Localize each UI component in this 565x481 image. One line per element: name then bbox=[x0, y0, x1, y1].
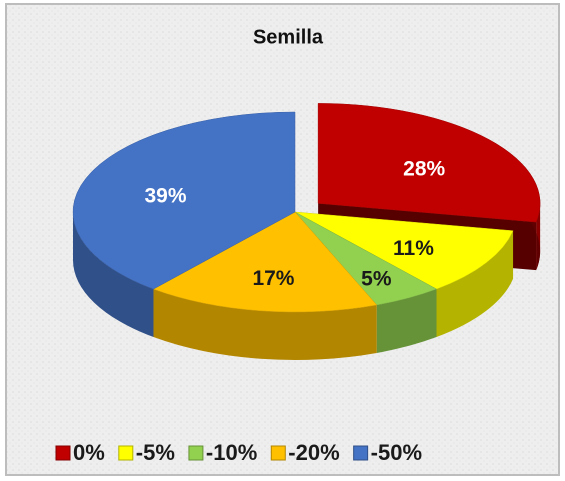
legend-label: 0% bbox=[73, 440, 105, 465]
legend-swatch bbox=[118, 445, 134, 461]
slice-side bbox=[73, 212, 154, 338]
legend-swatch bbox=[353, 445, 369, 461]
slice bbox=[152, 211, 378, 313]
data-label: 39% bbox=[144, 185, 186, 208]
data-label: 5% bbox=[361, 268, 392, 291]
slice-side bbox=[376, 289, 437, 353]
chart-title: Semilla bbox=[253, 26, 324, 48]
legend-swatch bbox=[270, 445, 286, 461]
slice-side bbox=[153, 289, 377, 360]
data-label: 17% bbox=[252, 267, 294, 290]
legend-swatch bbox=[55, 445, 71, 461]
legend-swatch bbox=[188, 445, 204, 461]
legend-label: -5% bbox=[136, 440, 175, 465]
slice bbox=[72, 111, 296, 290]
slice bbox=[317, 103, 541, 223]
legend-label: -10% bbox=[206, 440, 257, 465]
slice-side bbox=[436, 230, 514, 338]
slice bbox=[294, 211, 514, 290]
data-label: 11% bbox=[393, 237, 434, 260]
data-label: 28% bbox=[403, 157, 445, 180]
legend-label: -50% bbox=[371, 440, 422, 465]
legend-label: -20% bbox=[288, 440, 339, 465]
